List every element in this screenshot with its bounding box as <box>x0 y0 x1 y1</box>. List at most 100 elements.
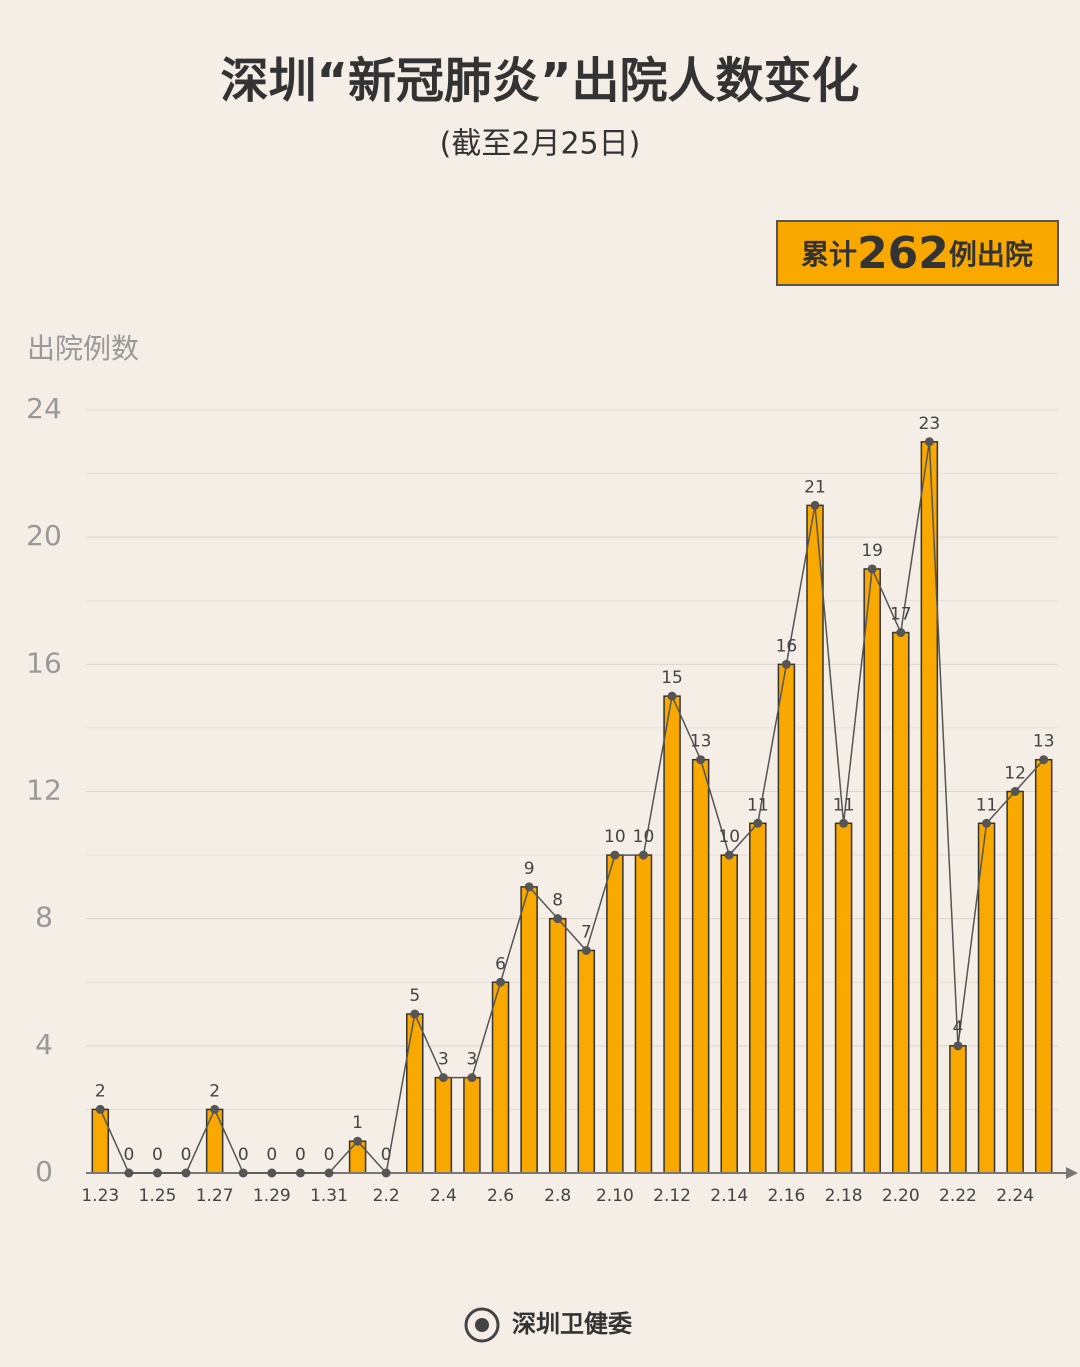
data-label: 0 <box>266 1145 277 1165</box>
chart-subtitle: (截至2月25日) <box>440 127 641 162</box>
badge-total: 262 <box>857 228 949 279</box>
y-tick-label: 20 <box>26 519 62 552</box>
badge: 累计262例出院 <box>801 228 1033 279</box>
trend-line <box>99 441 1045 1175</box>
point <box>267 1168 277 1178</box>
data-label: 15 <box>661 668 683 688</box>
bar <box>548 917 567 1174</box>
bar <box>406 1013 424 1174</box>
x-tick-label: 2.8 <box>544 1186 571 1206</box>
data-label: 17 <box>890 605 912 625</box>
data-label: 1 <box>352 1113 363 1133</box>
y-tick-label: 0 <box>35 1155 53 1188</box>
data-label: 3 <box>438 1050 449 1070</box>
x-tick-label: 2.10 <box>596 1186 634 1206</box>
point <box>353 1136 363 1146</box>
badge-box <box>776 220 1059 286</box>
point <box>124 1168 134 1178</box>
point <box>696 755 706 765</box>
x-tick-label: 1.27 <box>196 1186 234 1206</box>
x-tick-label: 2.2 <box>373 1186 400 1206</box>
bar <box>577 949 596 1174</box>
data-label: 0 <box>152 1145 163 1165</box>
x-tick-label: 2.20 <box>882 1186 920 1206</box>
y-tick-label: 4 <box>35 1028 53 1061</box>
bar <box>606 854 624 1174</box>
point <box>295 1168 305 1178</box>
bar <box>91 1108 110 1174</box>
bar <box>1034 758 1053 1174</box>
data-label: 10 <box>633 827 655 847</box>
data-label: 13 <box>690 732 712 752</box>
point <box>839 818 849 828</box>
source: 深圳卫健委 <box>512 1310 632 1338</box>
data-label: 19 <box>861 541 883 561</box>
y-axis-label: 出院例数 <box>27 332 139 365</box>
data-label: 11 <box>833 795 855 815</box>
x-tick-label: 2.6 <box>487 1186 514 1206</box>
bar <box>720 854 738 1174</box>
point <box>724 850 734 860</box>
data-label: 21 <box>804 477 826 497</box>
x-tick-label: 1.29 <box>253 1186 291 1206</box>
bar <box>348 1140 367 1174</box>
point <box>381 1168 391 1178</box>
point <box>210 1104 220 1114</box>
bar <box>205 1108 224 1174</box>
data-label: 12 <box>1004 764 1026 784</box>
y-tick-label: 16 <box>26 646 62 679</box>
data-label: 0 <box>295 1145 306 1165</box>
bar <box>663 695 681 1174</box>
data-label: 11 <box>976 795 998 815</box>
point <box>753 818 763 828</box>
data-label: 2 <box>95 1081 106 1101</box>
x-axis-arrow <box>1066 1167 1078 1179</box>
bar <box>520 886 538 1174</box>
point <box>238 1168 248 1178</box>
logo <box>464 1307 500 1343</box>
x-tick-label: 2.4 <box>430 1186 457 1206</box>
bar <box>434 1076 453 1174</box>
point <box>553 914 563 924</box>
data-label: 13 <box>1033 732 1055 752</box>
point <box>181 1168 191 1178</box>
bar <box>863 568 881 1174</box>
point <box>324 1168 334 1178</box>
data-label: 8 <box>552 891 563 911</box>
y-tick-label: 8 <box>35 901 53 934</box>
data-label: 23 <box>919 414 941 434</box>
data-label: 9 <box>524 859 535 879</box>
point <box>152 1168 162 1178</box>
point <box>867 564 877 574</box>
bar <box>634 854 653 1174</box>
point <box>896 628 906 638</box>
point <box>638 850 648 860</box>
point <box>1010 787 1020 796</box>
point <box>581 945 591 955</box>
logo-core <box>475 1318 489 1332</box>
chart-title: 深圳“新冠肺炎”出院人数变化 <box>220 53 859 109</box>
data-label: 11 <box>747 795 769 815</box>
data-label: 0 <box>324 1145 335 1165</box>
point <box>438 1073 448 1083</box>
data-label: 6 <box>495 954 506 974</box>
bar <box>806 504 824 1174</box>
x-tick-label: 1.31 <box>310 1186 348 1206</box>
point <box>467 1073 477 1083</box>
bar <box>463 1076 481 1174</box>
x-tick-label: 2.24 <box>996 1186 1034 1206</box>
point <box>610 850 620 860</box>
point <box>1039 755 1049 765</box>
data-label: 0 <box>181 1145 192 1165</box>
data-label: 0 <box>381 1145 392 1165</box>
bar <box>749 822 767 1174</box>
x-tick-label: 2.18 <box>825 1186 863 1206</box>
point <box>953 1041 963 1051</box>
bar <box>949 1045 967 1174</box>
x-tick-label: 2.22 <box>939 1186 977 1206</box>
point <box>524 882 534 892</box>
data-label: 5 <box>409 986 420 1006</box>
data-label: 10 <box>718 827 740 847</box>
bar <box>977 822 996 1174</box>
